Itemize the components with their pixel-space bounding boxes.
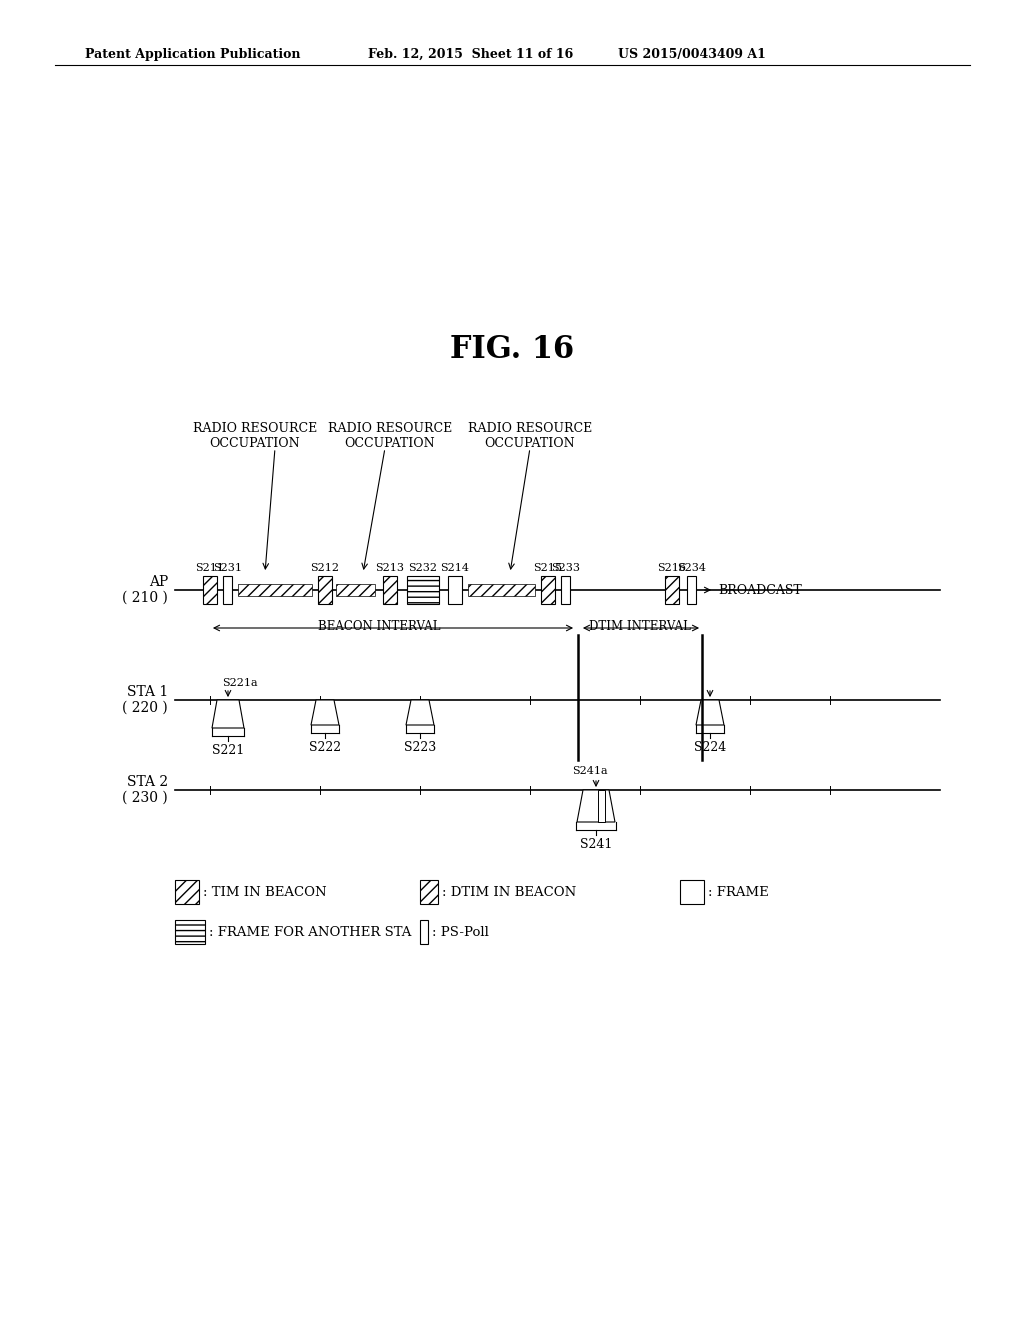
Text: : FRAME: : FRAME <box>708 886 769 899</box>
Text: S216: S216 <box>657 564 686 573</box>
Bar <box>407 576 439 605</box>
Polygon shape <box>212 700 244 729</box>
Text: Feb. 12, 2015  Sheet 11 of 16: Feb. 12, 2015 Sheet 11 of 16 <box>368 48 573 61</box>
Text: S224: S224 <box>694 741 726 754</box>
Bar <box>318 576 332 605</box>
Bar <box>336 583 375 597</box>
Polygon shape <box>311 700 339 725</box>
Bar <box>175 920 205 944</box>
Text: S232: S232 <box>409 564 437 573</box>
Text: STA 2
( 230 ): STA 2 ( 230 ) <box>122 775 168 805</box>
Text: S241: S241 <box>580 838 612 851</box>
Text: S231: S231 <box>213 564 243 573</box>
Text: BROADCAST: BROADCAST <box>718 583 802 597</box>
Text: : FRAME FOR ANOTHER STA: : FRAME FOR ANOTHER STA <box>209 925 412 939</box>
Text: S221: S221 <box>212 744 244 756</box>
Text: S212: S212 <box>310 564 340 573</box>
Text: S233: S233 <box>552 564 581 573</box>
Text: S213: S213 <box>376 564 404 573</box>
Bar <box>468 583 535 597</box>
Text: RADIO RESOURCE
OCCUPATION: RADIO RESOURCE OCCUPATION <box>193 422 317 450</box>
Text: S214: S214 <box>440 564 469 573</box>
Text: : TIM IN BEACON: : TIM IN BEACON <box>203 886 327 899</box>
Bar <box>420 880 438 904</box>
Text: S223: S223 <box>403 741 436 754</box>
Bar <box>665 576 679 605</box>
Text: S215: S215 <box>534 564 562 573</box>
Text: DTIM INTERVAL: DTIM INTERVAL <box>589 619 691 632</box>
Text: BEACON INTERVAL: BEACON INTERVAL <box>317 619 440 632</box>
Bar <box>238 583 312 597</box>
Text: S241a: S241a <box>572 766 608 776</box>
Text: US 2015/0043409 A1: US 2015/0043409 A1 <box>618 48 766 61</box>
Bar <box>203 576 217 605</box>
Text: : DTIM IN BEACON: : DTIM IN BEACON <box>442 886 577 899</box>
Polygon shape <box>406 700 434 725</box>
Bar <box>449 576 462 605</box>
Text: : PS-Poll: : PS-Poll <box>432 925 488 939</box>
Text: S221a: S221a <box>222 678 258 688</box>
Polygon shape <box>696 700 724 725</box>
Text: FIG. 16: FIG. 16 <box>450 334 574 366</box>
Text: Patent Application Publication: Patent Application Publication <box>85 48 300 61</box>
Bar <box>598 789 605 822</box>
Bar <box>561 576 570 605</box>
Bar <box>175 880 199 904</box>
Text: RADIO RESOURCE
OCCUPATION: RADIO RESOURCE OCCUPATION <box>328 422 453 450</box>
Text: S234: S234 <box>678 564 707 573</box>
Polygon shape <box>577 789 615 822</box>
Bar <box>687 576 696 605</box>
Text: STA 1
( 220 ): STA 1 ( 220 ) <box>122 685 168 715</box>
Bar <box>420 920 428 944</box>
Bar <box>541 576 555 605</box>
Text: S222: S222 <box>309 741 341 754</box>
Text: S211: S211 <box>196 564 224 573</box>
Text: RADIO RESOURCE
OCCUPATION: RADIO RESOURCE OCCUPATION <box>468 422 592 450</box>
Bar <box>680 880 705 904</box>
Text: AP
( 210 ): AP ( 210 ) <box>122 576 168 605</box>
Bar <box>383 576 397 605</box>
Bar <box>223 576 232 605</box>
